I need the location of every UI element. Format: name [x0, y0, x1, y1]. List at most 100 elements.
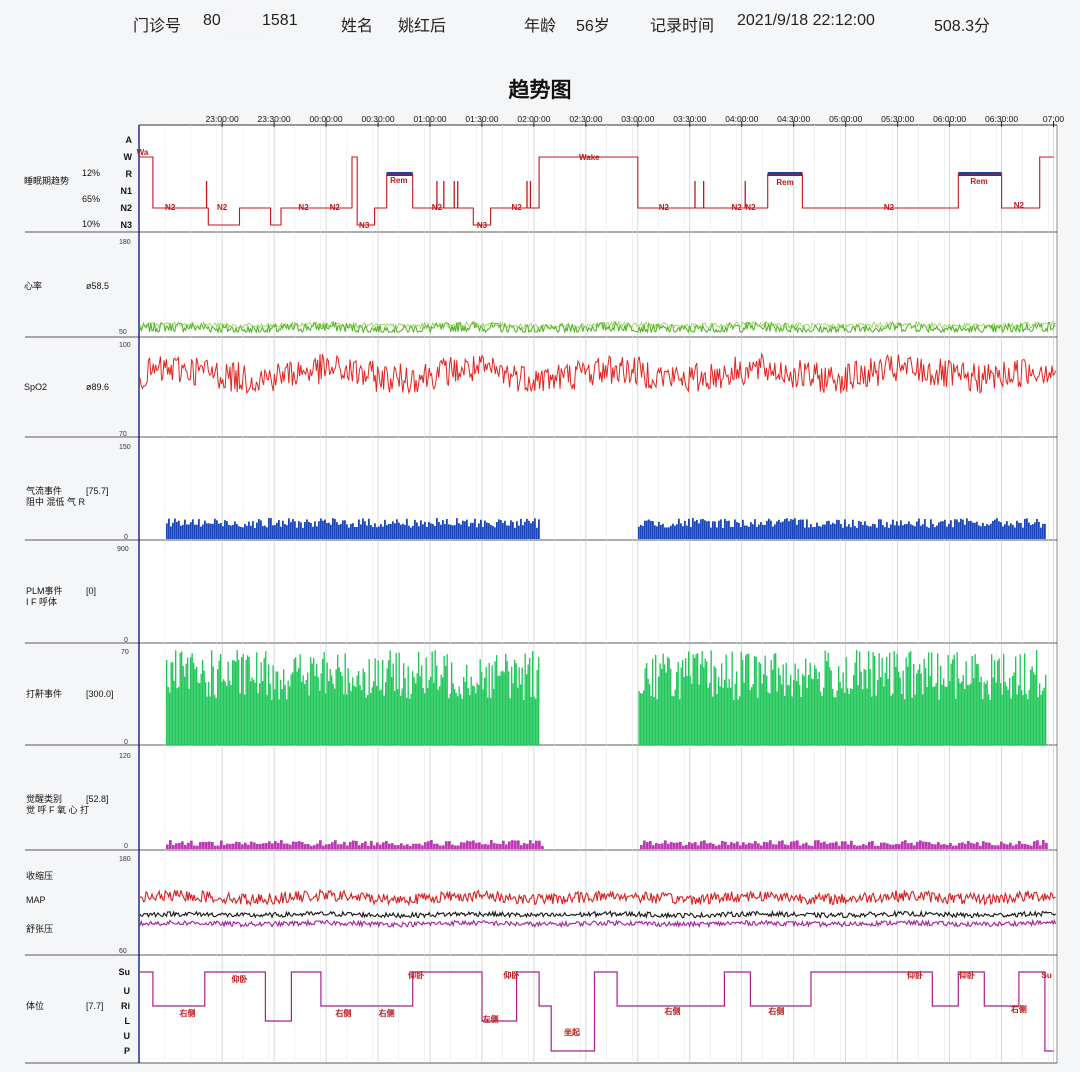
- event-bar: [754, 655, 756, 745]
- event-bar: [812, 527, 814, 539]
- event-bar: [726, 521, 728, 539]
- event-bar: [763, 674, 765, 745]
- event-bar: [511, 840, 514, 849]
- event-bar: [235, 841, 238, 849]
- event-bar: [290, 674, 292, 745]
- event-bar: [254, 527, 256, 539]
- event-bar: [332, 683, 334, 745]
- event-bar: [904, 524, 906, 539]
- event-bar: [1028, 689, 1030, 745]
- event-bar: [797, 668, 799, 745]
- event-bar: [205, 841, 208, 849]
- event-bar: [697, 845, 700, 849]
- event-bar: [526, 518, 528, 539]
- panel-label-position: 体位: [26, 1000, 44, 1011]
- event-bar: [836, 690, 838, 745]
- event-bar: [320, 673, 322, 745]
- event-bar: [676, 524, 678, 539]
- event-bar: [964, 524, 966, 539]
- event-bar: [799, 684, 801, 745]
- event-bar: [391, 843, 394, 849]
- event-bar: [204, 520, 206, 539]
- event-bar: [451, 662, 453, 745]
- event-bar: [538, 840, 541, 849]
- event-bar: [464, 681, 466, 745]
- x-tick-label: 04:30:00: [777, 114, 810, 124]
- event-bar: [232, 843, 235, 849]
- event-bar: [769, 840, 772, 849]
- event-bar: [895, 666, 897, 745]
- event-bar: [872, 652, 874, 745]
- event-bar: [842, 527, 844, 539]
- event-bar: [316, 526, 318, 539]
- event-bar: [478, 684, 480, 745]
- event-bar: [445, 665, 447, 745]
- event-bar: [211, 650, 213, 745]
- event-bar: [358, 845, 361, 849]
- stage-level-label: A: [126, 135, 133, 145]
- event-bar: [286, 843, 289, 849]
- event-bar: [787, 684, 789, 745]
- heart-rate-mean: ø58.5: [86, 281, 109, 291]
- event-bar: [796, 680, 798, 745]
- event-bar: [664, 527, 666, 539]
- event-bar: [943, 844, 946, 849]
- event-bar: [841, 841, 844, 849]
- event-bar: [1010, 698, 1012, 745]
- event-bar: [391, 676, 393, 745]
- event-bar: [685, 658, 687, 745]
- event-bar: [286, 525, 288, 539]
- event-bar: [973, 678, 975, 745]
- event-bar: [974, 522, 976, 539]
- event-bar: [956, 519, 958, 539]
- event-bar: [538, 519, 540, 539]
- event-bar: [865, 845, 868, 849]
- event-bar: [934, 686, 936, 745]
- event-bar: [370, 525, 372, 539]
- event-bar: [1019, 654, 1021, 745]
- event-bar: [786, 518, 788, 539]
- event-bar: [419, 676, 421, 745]
- event-bar: [823, 687, 825, 745]
- event-bar: [724, 841, 727, 849]
- event-bar: [406, 844, 409, 849]
- event-bar: [868, 841, 871, 849]
- event-bar: [928, 527, 930, 539]
- event-bar: [722, 527, 724, 539]
- event-bar: [454, 525, 456, 539]
- event-bar: [1024, 518, 1026, 539]
- event-bar: [862, 844, 865, 849]
- event-bar: [295, 841, 298, 849]
- event-bar: [236, 524, 238, 539]
- event-bar: [829, 667, 831, 745]
- event-bar: [946, 526, 948, 539]
- event-bar: [450, 524, 452, 539]
- event-bar: [487, 697, 489, 745]
- event-bar: [371, 687, 373, 745]
- event-bar: [668, 527, 670, 539]
- event-bar: [400, 524, 402, 539]
- event-bar: [420, 520, 422, 539]
- event-bar: [265, 651, 267, 745]
- event-bar: [534, 518, 536, 539]
- event-bar: [392, 663, 394, 745]
- event-bar: [935, 682, 937, 745]
- event-bar: [998, 658, 1000, 745]
- duration-value: 508.3分: [934, 18, 991, 35]
- event-bar: [772, 844, 775, 849]
- event-bar: [482, 689, 484, 745]
- event-bar: [334, 688, 336, 745]
- event-bar: [527, 664, 529, 745]
- event-bar: [793, 680, 795, 745]
- event-bar: [521, 667, 523, 745]
- event-bar: [305, 679, 307, 745]
- event-bar: [804, 527, 806, 539]
- event-bar: [335, 669, 337, 745]
- event-bar: [499, 844, 502, 849]
- event-bar: [266, 694, 268, 745]
- event-bar: [832, 842, 835, 849]
- event-bar: [523, 699, 525, 745]
- event-bar: [980, 526, 982, 539]
- event-bar: [961, 842, 964, 849]
- event-bar: [268, 518, 270, 539]
